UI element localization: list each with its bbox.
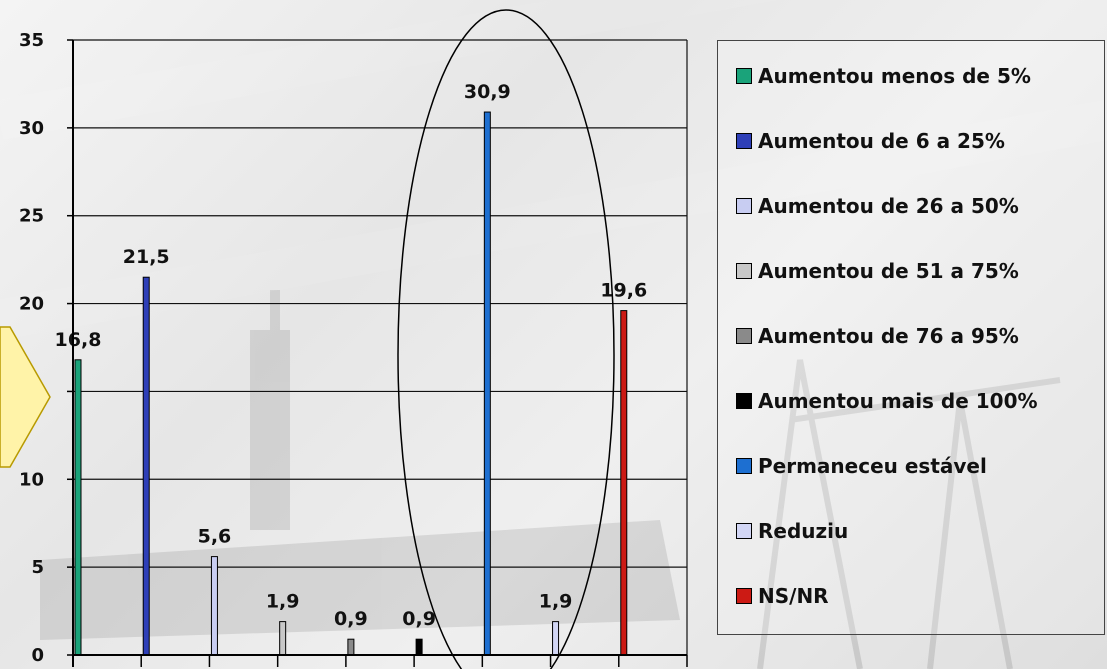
legend-item: Aumentou menos de 5% (736, 61, 1031, 91)
legend-item: Reduziu (736, 516, 848, 546)
highlight-ellipse (397, 9, 615, 669)
legend-swatch (736, 133, 752, 149)
legend-label: Aumentou de 26 a 50% (758, 194, 1019, 218)
data-label: 1,9 (539, 591, 573, 613)
y-tick-label: 35 (19, 30, 44, 51)
legend-swatch (736, 458, 752, 474)
legend-label: Aumentou mais de 100% (758, 389, 1038, 413)
data-label: 5,6 (198, 526, 232, 548)
legend-label: Reduziu (758, 519, 849, 543)
bar (483, 111, 491, 656)
legend-swatch (736, 68, 752, 84)
bar (74, 359, 82, 656)
y-tick-label: 20 (19, 294, 44, 315)
data-label: 0,9 (334, 608, 368, 630)
data-label: 0,9 (402, 608, 436, 630)
y-tick-label: 25 (19, 206, 44, 227)
legend-label: Aumentou menos de 5% (758, 64, 1031, 88)
legend-item: Aumentou de 76 a 95% (736, 321, 1019, 351)
y-tick-label: 30 (19, 118, 44, 139)
y-tick-label: 5 (31, 557, 44, 578)
legend-label: Permaneceu estável (758, 454, 987, 478)
y-tick-label: 0 (31, 645, 44, 666)
legend-swatch (736, 588, 752, 604)
bar (210, 556, 218, 656)
legend-item: Permaneceu estável (736, 451, 987, 481)
x-axis-ticks (72, 655, 688, 667)
legend-item: Aumentou de 26 a 50% (736, 191, 1019, 221)
legend-label: Aumentou de 6 a 25% (758, 129, 1005, 153)
legend-swatch (736, 198, 752, 214)
legend-item: NS/NR (736, 581, 829, 611)
legend-swatch (736, 523, 752, 539)
legend: Aumentou menos de 5% Aumentou de 6 a 25% A… (717, 40, 1105, 635)
legend-item: Aumentou de 6 a 25% (736, 126, 1005, 156)
data-label: 19,6 (600, 280, 647, 302)
legend-item: Aumentou de 51 a 75% (736, 256, 1019, 286)
bar (620, 310, 628, 656)
data-label: 21,5 (123, 246, 170, 268)
bar (279, 621, 287, 656)
y-tick-label: 10 (19, 469, 44, 490)
legend-swatch (736, 393, 752, 409)
bar (552, 621, 560, 656)
gridlines (73, 39, 688, 655)
legend-label: NS/NR (758, 584, 829, 608)
legend-label: Aumentou de 76 a 95% (758, 324, 1019, 348)
arrow-callout-shape (0, 326, 51, 468)
data-label: 1,9 (266, 591, 300, 613)
data-label: 16,8 (55, 329, 102, 351)
data-label: 30,9 (464, 81, 511, 103)
legend-swatch (736, 263, 752, 279)
y-axis-ticks: 05101520253035 (19, 30, 73, 666)
bars (74, 111, 628, 656)
legend-label: Aumentou de 51 a 75% (758, 259, 1019, 283)
legend-item: Aumentou mais de 100% (736, 386, 1038, 416)
legend-swatch (736, 328, 752, 344)
bar (415, 638, 423, 656)
bar (142, 276, 150, 656)
bar (347, 638, 355, 656)
